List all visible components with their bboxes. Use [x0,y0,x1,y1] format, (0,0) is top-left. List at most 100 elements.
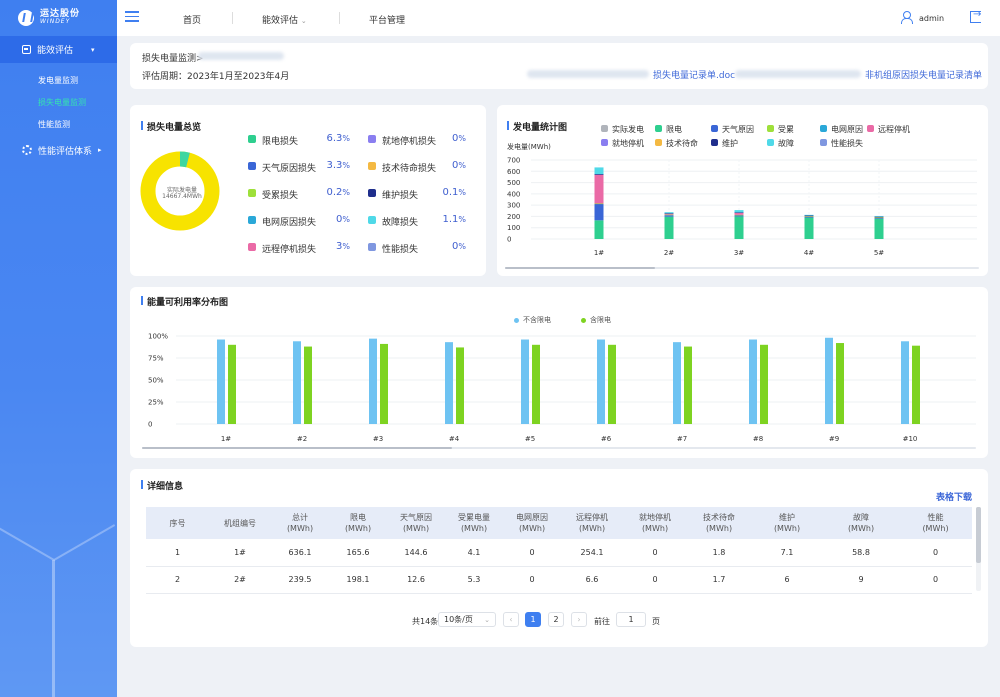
generation-legend-label: 限电 [666,125,682,134]
loss-legend-swatch [248,162,256,170]
generation-bar-segment[interactable] [804,215,814,217]
prev-page-button[interactable]: ‹ [503,612,519,627]
generation-bar-segment[interactable] [874,216,884,218]
percent-sign: % [342,242,350,251]
utilization-bar[interactable] [608,344,616,424]
chart-scroll-thumb[interactable] [505,267,655,269]
gear-icon [22,145,32,155]
loss-legend-swatch [368,216,376,224]
generation-bar-segment[interactable] [734,214,744,216]
next-page-button[interactable]: › [571,612,587,627]
generation-bar-segment[interactable] [664,214,674,216]
chart-scroll-track[interactable] [142,447,976,449]
utilization-bar[interactable] [293,341,301,424]
loss-overview-card: 损失电量总览 实际发电量 14667.4MWh 限电损失 6.3% 就地停机损失 0%… [130,105,486,276]
utilization-bar[interactable] [217,339,225,424]
utilization-ytick: 25% [148,399,164,407]
menu-toggle-icon[interactable] [125,11,139,23]
generation-bar-segment[interactable] [734,210,744,213]
generation-bar-segment[interactable] [664,213,674,214]
table-cell: 144.6 [387,539,445,567]
utilization-bar[interactable] [912,345,920,424]
generation-bar-segment[interactable] [874,218,884,239]
utilization-bar[interactable] [901,341,909,424]
logout-icon[interactable] [970,9,981,23]
generation-bar-segment[interactable] [594,174,604,175]
generation-bar-segment[interactable] [594,174,604,204]
username[interactable]: admin [919,14,945,23]
generation-bar-segment[interactable] [734,212,744,215]
header-name: 电网原因 [516,513,548,522]
table-row[interactable]: 1 1# 636.1 165.6 144.6 4.1 0 254.1 0 1.8 7.1 58.8 0 [146,539,972,567]
utilization-bar[interactable] [369,338,377,424]
table-cell: 198.1 [329,566,387,594]
generation-bar-segment[interactable] [734,216,744,239]
utilization-xtick: #8 [753,435,763,443]
loss-record-link[interactable]: 损失电量记录单.doc [653,71,736,81]
utilization-bar[interactable] [521,339,529,424]
table-header-row: 序号 机组编号 总计 (MWh) 限电 (MWh) 天气原因 (MWh) 受累电量 (MWh) 电网… [146,507,972,539]
generation-bar-segment[interactable] [804,214,814,216]
generation-bar-segment[interactable] [664,215,674,217]
utilization-bar[interactable] [304,346,312,424]
utilization-bar[interactable] [597,339,605,424]
nav-efficiency-label: 能效评估 [262,16,299,26]
generation-bar-segment[interactable] [594,167,604,175]
nav-platform[interactable]: 平台管理 [369,16,406,26]
generation-legend-label: 实际发电 [612,125,644,134]
sidebar-menu-efficiency[interactable]: 能效评估 ▾ [0,36,117,63]
percent-sign: % [458,134,466,143]
chart-scroll-track[interactable] [505,267,979,269]
utilization-bar[interactable] [456,347,464,424]
generation-bar-segment[interactable] [664,212,674,214]
generation-bar-segment[interactable] [664,216,674,239]
sidebar-menu-system[interactable]: 性能评估体系 ▸ [0,135,117,165]
page-unit-label: 页 [652,617,660,626]
header-unit: (MWh) [344,524,372,533]
chart-scroll-thumb[interactable] [142,447,452,449]
goto-label: 前往 [594,617,610,626]
generation-bar-segment[interactable] [594,203,604,205]
sidebar-item-generation[interactable]: 发电量监测 [38,75,78,85]
utilization-bar[interactable] [760,344,768,424]
page-button-1[interactable]: 1 [525,612,541,627]
page-size-select[interactable]: 10条/页 ⌄ [438,612,496,627]
nav-home[interactable]: 首页 [183,16,202,26]
goto-page-input[interactable]: 1 [616,612,646,627]
table-cell: 2 [146,566,209,594]
generation-bar-segment[interactable] [874,215,884,217]
page-button-2[interactable]: 2 [548,612,564,627]
sidebar-item-performance[interactable]: 性能监测 [38,119,70,129]
loss-legend-value: 6.3% [320,133,350,144]
generation-legend-swatch [601,125,608,132]
non-unit-loss-link[interactable]: 非机组原因损失电量记录清单 [865,71,983,81]
generation-bar-segment[interactable] [594,220,604,239]
generation-bar-segment[interactable] [804,216,814,218]
utilization-bar[interactable] [532,344,540,424]
utilization-bar[interactable] [749,339,757,424]
utilization-bar[interactable] [673,342,681,424]
generation-bar-segment[interactable] [594,203,604,221]
nav-efficiency[interactable]: 能效评估 ⌄ [262,13,307,26]
generation-bar-segment[interactable] [804,217,814,239]
utilization-bar[interactable] [228,344,236,424]
table-row[interactable]: 2 2# 239.5 198.1 12.6 5.3 0 6.6 0 1.7 6 9 0 [146,566,972,594]
table-scrollbar[interactable] [976,507,981,591]
utilization-bar[interactable] [380,343,388,424]
generation-bar-segment[interactable] [874,217,884,219]
utilization-bar[interactable] [825,337,833,424]
table-download-link[interactable]: 表格下载 [936,493,973,503]
generation-bar-segment[interactable] [664,213,674,215]
utilization-bar[interactable] [445,342,453,424]
generation-bar-segment[interactable] [804,216,814,217]
generation-bar-segment[interactable] [734,215,744,217]
breadcrumb[interactable]: 损失电量监测> [142,54,204,64]
header-unit: (MWh) [402,524,430,533]
generation-bar-segment[interactable] [734,212,744,213]
header-name: 受累电量 [458,513,490,522]
utilization-bar[interactable] [836,343,844,424]
table-scrollbar-thumb[interactable] [976,507,981,563]
generation-bar-segment[interactable] [874,217,884,219]
sidebar-item-loss[interactable]: 损失电量监测 [38,97,86,107]
utilization-bar[interactable] [684,346,692,424]
